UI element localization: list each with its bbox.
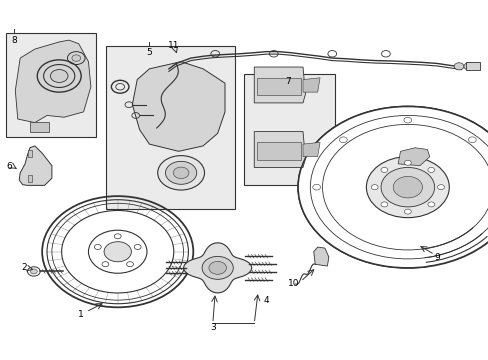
Text: 4: 4 [263, 296, 269, 305]
Circle shape [94, 244, 101, 249]
Circle shape [380, 167, 387, 172]
Circle shape [114, 234, 121, 239]
Circle shape [88, 230, 147, 273]
Circle shape [102, 262, 109, 267]
Polygon shape [254, 67, 305, 103]
Circle shape [437, 185, 444, 190]
Circle shape [30, 269, 37, 274]
Polygon shape [15, 40, 91, 123]
Polygon shape [27, 175, 32, 182]
Circle shape [72, 55, 81, 61]
Circle shape [312, 184, 320, 190]
Text: 11: 11 [168, 41, 179, 50]
Circle shape [158, 156, 204, 190]
Polygon shape [132, 62, 224, 151]
Circle shape [404, 160, 410, 165]
Polygon shape [303, 142, 320, 157]
Wedge shape [298, 107, 488, 268]
Circle shape [104, 242, 131, 262]
Circle shape [208, 261, 226, 274]
Circle shape [463, 63, 473, 70]
Circle shape [380, 202, 387, 207]
Circle shape [380, 167, 434, 207]
Circle shape [165, 161, 196, 184]
Circle shape [134, 244, 141, 249]
Bar [5, 33, 96, 137]
Text: 1: 1 [78, 310, 84, 319]
Circle shape [370, 185, 377, 190]
Circle shape [366, 157, 448, 218]
Bar [466, 62, 479, 70]
Polygon shape [256, 78, 300, 95]
Polygon shape [254, 132, 305, 167]
Polygon shape [183, 243, 251, 293]
Bar [105, 45, 234, 209]
Bar [244, 74, 334, 185]
Circle shape [126, 262, 133, 267]
Circle shape [173, 167, 188, 179]
Circle shape [404, 209, 410, 214]
Text: 10: 10 [287, 279, 298, 288]
Text: 6: 6 [6, 162, 12, 171]
Polygon shape [303, 78, 320, 92]
Polygon shape [27, 150, 32, 157]
Circle shape [392, 176, 422, 198]
Circle shape [403, 117, 411, 123]
Text: 3: 3 [209, 323, 215, 332]
Circle shape [50, 69, 68, 82]
Circle shape [453, 63, 463, 70]
Circle shape [427, 202, 434, 207]
Polygon shape [397, 148, 429, 166]
Polygon shape [30, 122, 49, 132]
Text: 9: 9 [433, 253, 439, 262]
Text: 5: 5 [146, 48, 152, 57]
Circle shape [468, 137, 475, 143]
Circle shape [27, 267, 40, 276]
Text: 7: 7 [285, 77, 291, 86]
Circle shape [202, 256, 233, 279]
Circle shape [339, 137, 346, 143]
Polygon shape [19, 146, 52, 185]
Text: 2: 2 [21, 264, 27, 273]
Text: 8: 8 [11, 36, 17, 45]
Circle shape [427, 167, 434, 172]
Polygon shape [256, 142, 300, 159]
Polygon shape [313, 247, 328, 266]
